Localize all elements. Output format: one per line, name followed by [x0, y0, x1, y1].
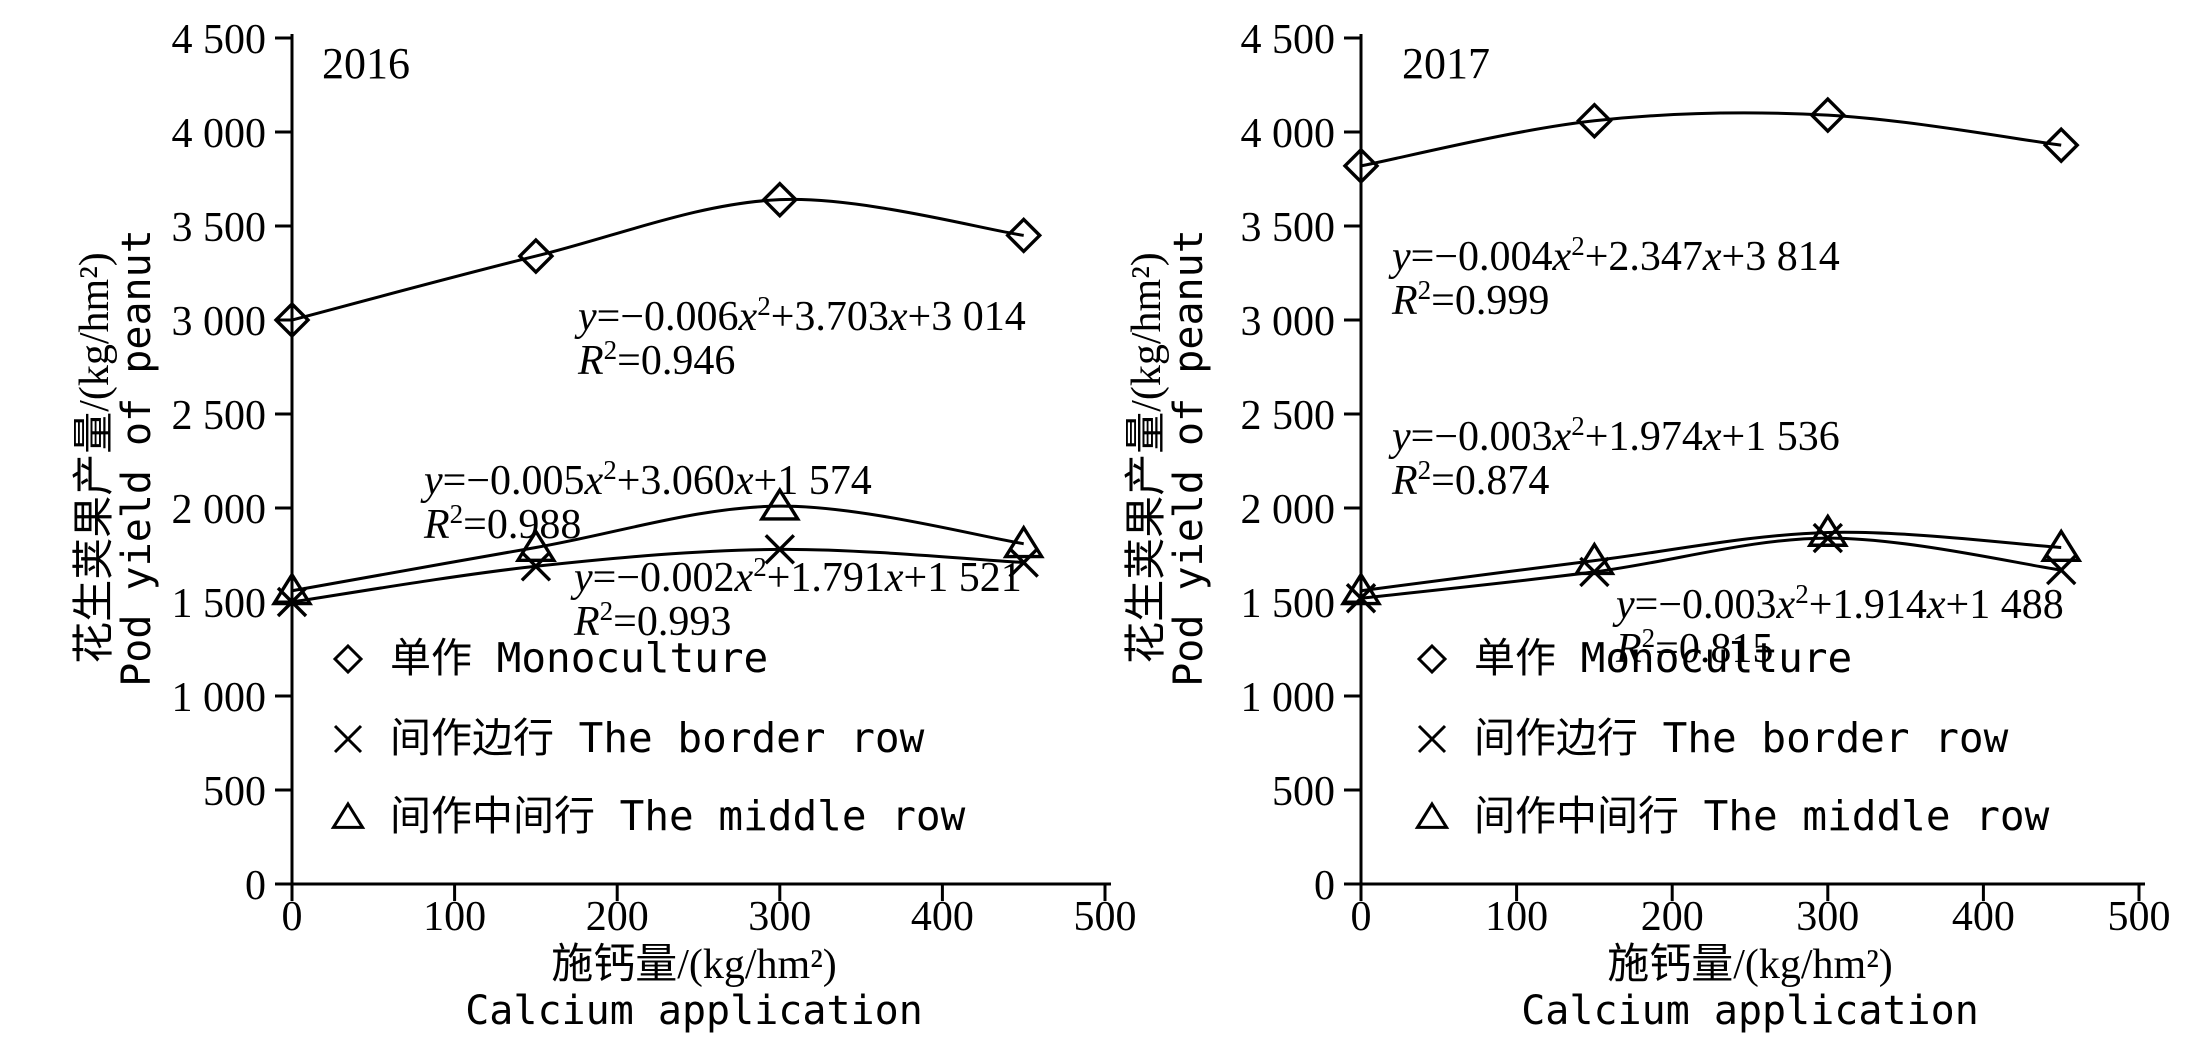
y-axis-title-zh: 花生荚果产量/(kg/hm²) — [1124, 252, 1170, 664]
panel-2017: 2017 花生荚果产量/(kg/hm²) Pod yield of peanut… — [1124, 17, 2171, 1034]
data-point-x-icon — [1008, 547, 1039, 578]
x-tick-label: 500 — [1074, 894, 1137, 940]
series-curve-triangle — [1360, 530, 2062, 593]
data-point-diamond-icon — [1342, 147, 1380, 185]
legend-diamond-icon — [332, 643, 364, 675]
y-tick-label: 2 000 — [1241, 487, 1336, 533]
x-tick-label: 300 — [1796, 894, 1859, 940]
x-tick-label: 200 — [1641, 894, 1704, 940]
panel-year-label: 2017 — [1402, 39, 1490, 88]
x-tick-label: 0 — [1351, 894, 1372, 940]
legend-x-icon — [333, 724, 363, 754]
x-axis-title-zh: 施钙量/(kg/hm²) — [551, 942, 837, 988]
y-axis-title-zh: 花生荚果产量/(kg/hm²) — [72, 252, 118, 664]
x-tick-label: 200 — [586, 894, 649, 940]
y-tick-label: 500 — [1272, 769, 1335, 815]
data-point-triangle-icon — [1002, 524, 1045, 559]
y-tick-label: 3 500 — [1241, 205, 1336, 251]
data-point-triangle-icon — [514, 528, 557, 562]
fit-equation: y=−0.003x2+1.914x+1 488 — [1612, 579, 2064, 628]
fit-equation: y=−0.006x2+3.703x+3 014 — [574, 291, 1026, 340]
data-point-x-icon — [276, 586, 308, 618]
y-tick-label: 2 500 — [172, 393, 267, 439]
data-point-diamond-icon — [517, 237, 555, 275]
panel-year-label: 2016 — [322, 39, 410, 88]
panel-plot-area: 0 500 1 000 1 500 2 000 2 500 3 000 3 500 4 000 4… — [1241, 17, 2171, 940]
legend-label: 间作边行 The border row — [390, 714, 925, 762]
data-point-diamond-icon — [273, 301, 311, 339]
y-tick-label: 3 500 — [172, 205, 267, 251]
data-point-triangle-icon — [2040, 528, 2083, 562]
x-axis-title-en: Calcium application — [1521, 988, 1979, 1034]
x-axis-title-zh: 施钙量/(kg/hm²) — [1607, 942, 1893, 988]
data-point-diamond-icon — [1809, 96, 1847, 134]
data-point-x-icon — [1579, 556, 1610, 588]
legend-triangle-icon — [1414, 801, 1450, 829]
x-tick-label: 100 — [423, 894, 486, 940]
y-axis-title-en: Pod yield of peanut — [114, 229, 160, 687]
fit-r-squared: R2=0.993 — [573, 596, 731, 645]
y-tick-label: 2 000 — [172, 487, 267, 533]
y-tick-label: 4 000 — [1241, 111, 1336, 157]
data-point-diamond-icon — [1005, 216, 1043, 254]
y-axis-title-en: Pod yield of peanut — [1166, 229, 1212, 687]
legend-label: 间作中间行 The middle row — [1474, 792, 2050, 840]
series-curve-diamond — [1360, 111, 2062, 168]
x-tick-label: 300 — [748, 894, 811, 940]
fit-r-squared: R2=0.999 — [1391, 275, 1549, 324]
legend-label: 单作 Monoculture — [390, 634, 768, 682]
y-tick-label: 4 000 — [172, 111, 267, 157]
series-curve-triangle — [291, 504, 1024, 593]
y-tick-label: 0 — [1314, 863, 1335, 909]
data-point-x-icon — [1812, 522, 1844, 554]
series-curve-diamond — [291, 197, 1024, 322]
fit-r-squared: R2=0.815 — [1615, 623, 1773, 672]
y-tick-label: 3 000 — [172, 299, 267, 345]
fit-equation: y=−0.005x2+3.060x+1 574 — [420, 455, 872, 504]
fit-equation: y=−0.003x2+1.974x+1 536 — [1388, 411, 1840, 460]
data-point-diamond-icon — [761, 181, 799, 219]
x-axis-title-en: Calcium application — [465, 988, 923, 1034]
data-point-x-icon — [1345, 583, 1377, 614]
x-tick-label: 100 — [1485, 894, 1548, 940]
data-point-x-icon — [764, 534, 796, 565]
legend-triangle-icon — [330, 801, 366, 829]
y-tick-label: 1 000 — [172, 675, 267, 721]
x-tick-label: 0 — [282, 894, 303, 940]
x-tick-label: 400 — [911, 894, 974, 940]
y-tick-label: 1 000 — [1241, 675, 1336, 721]
x-tick-label: 400 — [1952, 894, 2015, 940]
legend-label: 单作 Monoculture — [1474, 634, 1852, 682]
fit-equation: y=−0.004x2+2.347x+3 814 — [1388, 231, 1840, 280]
fit-r-squared: R2=0.874 — [1391, 455, 1549, 504]
y-tick-label: 4 500 — [172, 17, 267, 63]
panel-2016: 2016 花生荚果产量/(kg/hm²) Pod yield of peanut… — [72, 17, 1137, 1034]
legend-label: 间作边行 The border row — [1474, 714, 2009, 762]
y-tick-label: 500 — [203, 769, 266, 815]
y-tick-label: 3 000 — [1241, 299, 1336, 345]
legend-label: 间作中间行 The middle row — [390, 792, 966, 840]
y-tick-label: 1 500 — [172, 581, 267, 627]
data-point-diamond-icon — [2042, 126, 2080, 164]
legend-diamond-icon — [1416, 643, 1448, 675]
fit-equation: y=−0.002x2+1.791x+1 521 — [570, 552, 1022, 601]
data-point-triangle-icon — [758, 486, 801, 521]
y-tick-label: 0 — [245, 863, 266, 909]
series-curve-x — [1360, 536, 2062, 600]
y-tick-label: 4 500 — [1241, 17, 1336, 63]
data-point-x-icon — [2045, 554, 2077, 586]
legend-x-icon — [1417, 724, 1447, 754]
fit-r-squared: R2=0.988 — [423, 499, 581, 548]
fit-r-squared: R2=0.946 — [577, 335, 735, 384]
data-point-x-icon — [520, 551, 552, 582]
series-curve-x — [291, 547, 1024, 604]
panel-plot-area: 0 500 1 000 1 500 2 000 2 500 3 000 3 500 4 000 4… — [172, 17, 1137, 940]
y-tick-label: 1 500 — [1241, 581, 1336, 627]
y-tick-label: 2 500 — [1241, 393, 1336, 439]
x-tick-label: 500 — [2108, 894, 2171, 940]
data-point-diamond-icon — [1575, 102, 1613, 140]
